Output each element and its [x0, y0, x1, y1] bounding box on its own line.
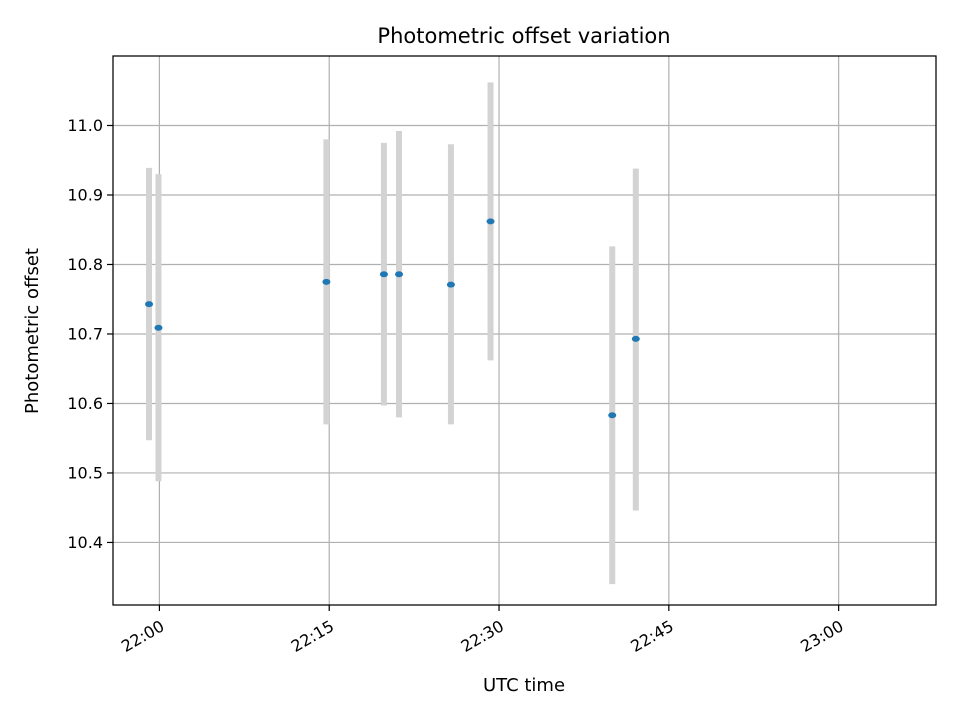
data-points	[145, 218, 640, 419]
data-point	[631, 335, 640, 342]
y-tick-label: 10.9	[67, 185, 103, 204]
y-tick-label: 10.8	[67, 255, 103, 274]
y-tick-label: 11.0	[67, 116, 103, 135]
y-tick-label: 10.6	[67, 394, 103, 413]
data-point	[154, 324, 163, 331]
data-point	[145, 301, 154, 308]
y-tick-label: 10.4	[67, 533, 103, 552]
data-point	[446, 281, 455, 288]
grid	[113, 56, 936, 605]
chart-title: Photometric offset variation	[377, 24, 670, 48]
y-tick-label: 10.5	[67, 463, 103, 482]
y-axis-ticks: 10.4 10.5 10.6 10.7 10.8 10.9 11.0	[67, 116, 113, 552]
plot-frame	[112, 55, 937, 606]
data-point	[379, 271, 388, 278]
data-point	[608, 412, 617, 419]
data-point	[322, 278, 331, 285]
data-point	[486, 218, 495, 225]
y-tick-label: 10.7	[67, 324, 103, 343]
data-point	[395, 271, 404, 278]
y-axis-label: Photometric offset	[22, 248, 43, 414]
x-axis-label: UTC time	[483, 675, 565, 696]
